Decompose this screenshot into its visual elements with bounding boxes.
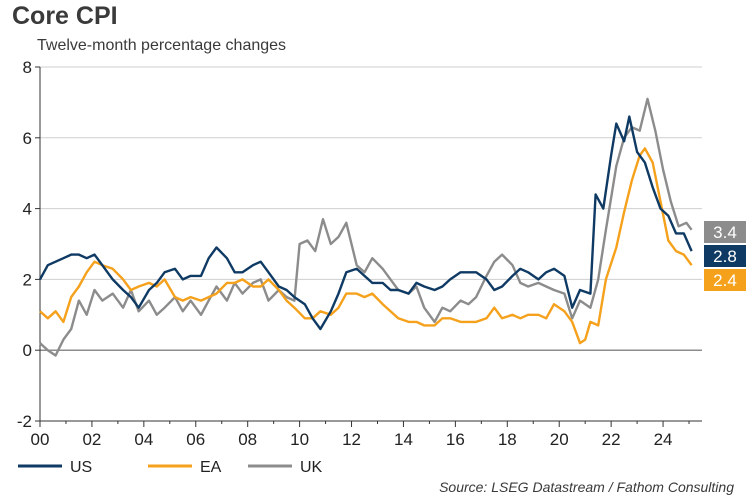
y-tick-label: 0 bbox=[23, 341, 32, 360]
x-tick-label: 08 bbox=[238, 430, 257, 449]
badge-label-ea: 2.4 bbox=[713, 271, 737, 290]
x-tick-label: 04 bbox=[134, 430, 153, 449]
legend: US EA UK bbox=[18, 459, 323, 476]
x-tick-label: 10 bbox=[290, 430, 309, 449]
x-tick-label: 14 bbox=[394, 430, 413, 449]
badge-us bbox=[704, 245, 746, 267]
badge-ea bbox=[704, 269, 746, 291]
x-tick-label: 18 bbox=[498, 430, 517, 449]
legend-label-ea: EA bbox=[200, 459, 222, 476]
badge-uk bbox=[704, 221, 746, 243]
x-tick-label: 00 bbox=[31, 430, 50, 449]
legend-label-uk: UK bbox=[300, 459, 323, 476]
y-tick-label: 2 bbox=[23, 270, 32, 289]
legend-label-us: US bbox=[70, 459, 92, 476]
x-tick-label: 06 bbox=[186, 430, 205, 449]
y-tick-label: 4 bbox=[23, 200, 32, 219]
source-note: Source: LSEG Datastream / Fathom Consult… bbox=[439, 479, 734, 495]
series-line-ea bbox=[39, 147, 693, 345]
badge-label-us: 2.8 bbox=[713, 247, 737, 266]
x-tick-label: 16 bbox=[446, 430, 465, 449]
series-line-us bbox=[38, 115, 693, 331]
badge-label-uk: 3.4 bbox=[713, 223, 737, 242]
x-axis: 00 02 04 06 08 10 12 14 16 18 20 22 24 bbox=[31, 420, 702, 449]
y-axis: -2 0 2 4 6 8 bbox=[17, 58, 41, 431]
x-tick-label: 24 bbox=[654, 430, 673, 449]
series-line-uk bbox=[39, 97, 693, 357]
latest-value-badges: 3.4 2.8 2.4 bbox=[704, 221, 746, 291]
x-tick-label: 20 bbox=[550, 430, 569, 449]
y-tick-label: 8 bbox=[23, 58, 32, 77]
x-tick-label: 22 bbox=[602, 430, 621, 449]
x-tick-label: 02 bbox=[82, 430, 101, 449]
series-lines bbox=[38, 97, 693, 357]
y-tick-label: -2 bbox=[17, 412, 32, 431]
chart-title: Core CPI bbox=[12, 2, 118, 30]
x-tick-label: 12 bbox=[342, 430, 361, 449]
y-tick-label: 6 bbox=[23, 129, 32, 148]
chart-subtitle: Twelve-month percentage changes bbox=[37, 37, 287, 54]
